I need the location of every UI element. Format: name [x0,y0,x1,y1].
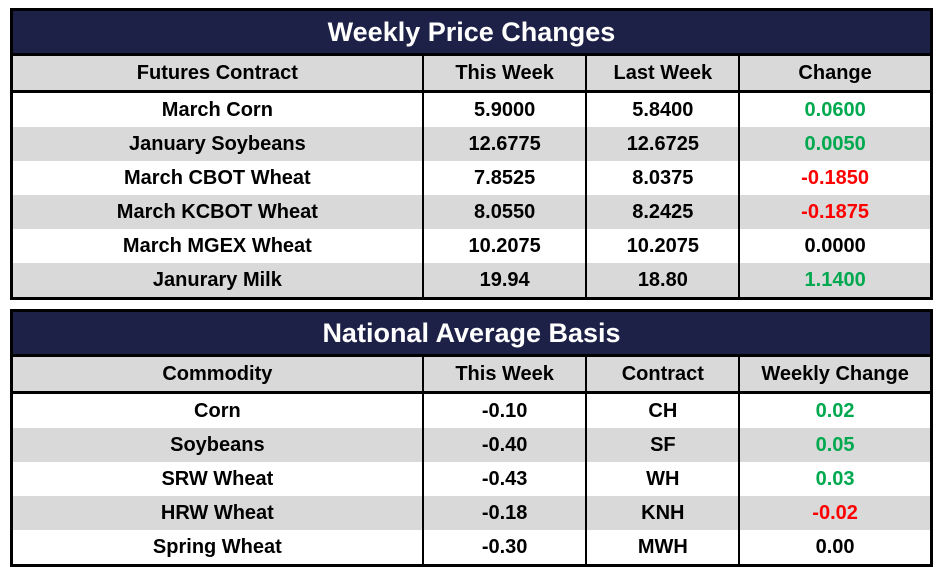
table-row: March CBOT Wheat 7.8525 8.0375 -0.1850 [11,161,932,195]
table-row: SRW Wheat -0.43 WH 0.03 [11,462,932,496]
contract-code-cell: KNH [585,496,740,530]
weekly-change-cell: 0.00 [738,530,932,566]
contract-name-cell: January Soybeans [11,127,423,161]
commodity-name-cell: Spring Wheat [11,530,423,566]
weekly-change-cell: 0.05 [738,428,932,462]
national-average-basis-title: National Average Basis [11,310,932,357]
table-row: Corn -0.10 CH 0.02 [11,392,932,428]
contract-name-cell: March Corn [11,91,423,127]
table-row: January Soybeans 12.6775 12.6725 0.0050 [11,127,932,161]
column-header-contract: Contract [585,355,740,394]
contract-name-cell: March CBOT Wheat [11,161,423,195]
last-week-cell: 10.2075 [585,229,740,263]
table-row: March KCBOT Wheat 8.0550 8.2425 -0.1875 [11,195,932,229]
last-week-cell: 5.8400 [585,91,740,127]
contract-code-cell: SF [585,428,740,462]
column-header-last-week: Last Week [585,54,740,93]
table-row: Spring Wheat -0.30 MWH 0.00 [11,530,932,566]
contract-name-cell: March KCBOT Wheat [11,195,423,229]
contract-name-cell: Janurary Milk [11,263,423,299]
change-cell: 0.0000 [738,229,932,263]
this-week-cell: 8.0550 [421,195,587,229]
tables-gap [10,300,935,309]
weekly-price-changes-table: Weekly Price Changes Futures Contract Th… [10,8,933,300]
this-week-cell: 10.2075 [421,229,587,263]
weekly-price-changes-header-row: Futures Contract This Week Last Week Cha… [11,54,932,93]
last-week-cell: 8.0375 [585,161,740,195]
this-week-cell: 12.6775 [421,127,587,161]
table-row: HRW Wheat -0.18 KNH -0.02 [11,496,932,530]
contract-name-cell: March MGEX Wheat [11,229,423,263]
this-week-cell: -0.18 [421,496,587,530]
table-row: Janurary Milk 19.94 18.80 1.1400 [11,263,932,299]
national-average-basis-header-row: Commodity This Week Contract Weekly Chan… [11,355,932,394]
weekly-change-cell: 0.03 [738,462,932,496]
last-week-cell: 12.6725 [585,127,740,161]
last-week-cell: 8.2425 [585,195,740,229]
this-week-cell: 7.8525 [421,161,587,195]
commodity-name-cell: SRW Wheat [11,462,423,496]
table-row: Soybeans -0.40 SF 0.05 [11,428,932,462]
column-header-this-week: This Week [421,54,587,93]
change-cell: 0.0600 [738,91,932,127]
column-header-change: Change [738,54,932,93]
weekly-price-changes-title: Weekly Price Changes [11,9,932,56]
commodity-name-cell: Corn [11,392,423,428]
column-header-weekly-change: Weekly Change [738,355,932,394]
change-cell: 0.0050 [738,127,932,161]
page: Weekly Price Changes Futures Contract Th… [10,8,935,567]
this-week-cell: -0.40 [421,428,587,462]
weekly-change-cell: 0.02 [738,392,932,428]
change-cell: -0.1875 [738,195,932,229]
this-week-cell: 5.9000 [421,91,587,127]
commodity-name-cell: HRW Wheat [11,496,423,530]
table-row: March MGEX Wheat 10.2075 10.2075 0.0000 [11,229,932,263]
last-week-cell: 18.80 [585,263,740,299]
contract-code-cell: CH [585,392,740,428]
column-header-futures-contract: Futures Contract [11,54,423,93]
this-week-cell: -0.10 [421,392,587,428]
change-cell: -0.1850 [738,161,932,195]
weekly-change-cell: -0.02 [738,496,932,530]
column-header-this-week: This Week [421,355,587,394]
this-week-cell: -0.30 [421,530,587,566]
contract-code-cell: MWH [585,530,740,566]
column-header-commodity: Commodity [11,355,423,394]
national-average-basis-table: National Average Basis Commodity This We… [10,309,933,567]
table-row: March Corn 5.9000 5.8400 0.0600 [11,91,932,127]
change-cell: 1.1400 [738,263,932,299]
this-week-cell: -0.43 [421,462,587,496]
commodity-name-cell: Soybeans [11,428,423,462]
contract-code-cell: WH [585,462,740,496]
this-week-cell: 19.94 [421,263,587,299]
